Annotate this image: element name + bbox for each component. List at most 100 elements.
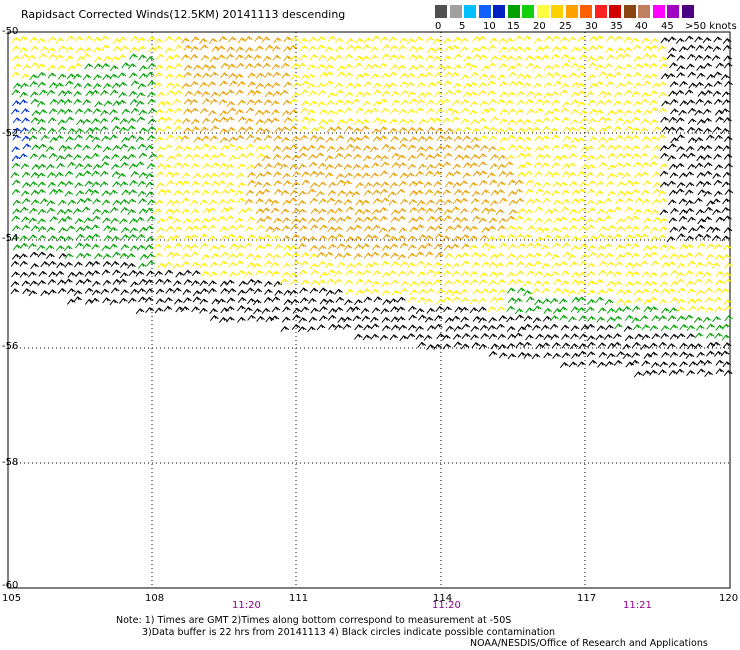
wind-barb xyxy=(137,180,147,187)
wind-barb xyxy=(408,45,418,52)
wind-barb xyxy=(624,206,634,213)
wind-barb xyxy=(435,198,445,205)
wind-barb xyxy=(381,53,391,60)
wind-barb xyxy=(208,280,217,287)
wind-barb xyxy=(308,154,317,161)
wind-barb xyxy=(370,73,380,80)
wind-barb xyxy=(442,144,452,151)
wind-barb xyxy=(225,163,235,170)
wind-barb xyxy=(514,62,523,69)
wind-barb xyxy=(423,181,433,188)
wind-barb xyxy=(704,278,713,285)
wind-barb xyxy=(535,188,545,195)
wind-barb xyxy=(452,235,462,242)
wind-barb xyxy=(389,45,399,52)
wind-barb xyxy=(534,171,543,178)
wind-barb xyxy=(191,270,201,277)
wind-barb xyxy=(109,73,118,80)
wind-barb xyxy=(616,53,625,60)
wind-barb xyxy=(615,171,625,178)
wind-barb xyxy=(390,64,399,71)
wind-barb xyxy=(90,297,100,304)
wind-barb xyxy=(301,80,310,87)
wind-barb xyxy=(398,180,408,187)
wind-barb xyxy=(390,279,399,286)
wind-barb xyxy=(534,270,544,277)
wind-barb xyxy=(552,352,561,359)
wind-barb xyxy=(603,117,613,124)
wind-barb xyxy=(605,287,614,294)
wind-barb xyxy=(560,270,570,277)
wind-barb xyxy=(569,261,579,268)
wind-barb xyxy=(271,306,281,313)
wind-barb xyxy=(173,242,183,249)
wind-barb xyxy=(28,243,37,250)
wind-barb xyxy=(353,224,362,231)
wind-barb xyxy=(551,35,561,42)
wind-barb xyxy=(388,36,398,43)
wind-barb xyxy=(522,146,532,153)
wind-barb xyxy=(679,100,689,107)
wind-barb xyxy=(562,135,572,142)
wind-barb xyxy=(561,62,570,69)
wind-barb xyxy=(480,288,490,295)
wind-barb xyxy=(127,262,136,269)
wind-barb xyxy=(595,296,605,303)
wind-barb xyxy=(92,163,102,170)
wind-barb xyxy=(461,279,471,286)
wind-barb xyxy=(603,215,613,222)
wind-barb xyxy=(559,73,568,80)
wind-barb xyxy=(541,280,551,287)
wind-barb xyxy=(640,98,649,105)
wind-barb xyxy=(523,323,533,330)
wind-barb xyxy=(415,308,425,315)
legend-label: >50 knots xyxy=(685,21,737,32)
wind-barb xyxy=(687,107,697,114)
wind-barb xyxy=(130,80,140,87)
wind-barb xyxy=(110,217,119,224)
wind-barb xyxy=(669,226,679,233)
wind-barb xyxy=(407,154,417,161)
wind-barb xyxy=(20,73,30,80)
wind-barb xyxy=(83,278,92,285)
wind-barb xyxy=(227,233,236,240)
wind-barb xyxy=(182,288,192,295)
wind-barb xyxy=(138,172,148,179)
wind-barb xyxy=(586,199,595,206)
wind-barb xyxy=(157,116,166,123)
wind-barb xyxy=(336,217,345,224)
wind-barb xyxy=(684,35,694,42)
wind-barb xyxy=(190,107,199,114)
wind-barb xyxy=(597,289,606,296)
wind-barb xyxy=(281,271,291,278)
note-line-3: NOAA/NESDIS/Office of Research and Appli… xyxy=(470,638,708,649)
wind-barb xyxy=(433,170,442,177)
wind-barb xyxy=(47,278,57,285)
wind-barb xyxy=(514,279,523,286)
wind-barb xyxy=(173,125,183,132)
wind-barb xyxy=(558,261,568,268)
wind-barb xyxy=(135,308,145,315)
wind-barb xyxy=(272,153,282,160)
wind-barb xyxy=(697,145,706,152)
wind-barb xyxy=(326,208,336,215)
wind-barb xyxy=(310,307,319,314)
lon-label-114: 114 xyxy=(433,593,453,604)
wind-barb xyxy=(128,269,138,276)
wind-barb xyxy=(102,279,112,286)
wind-barb xyxy=(309,134,319,141)
wind-barb xyxy=(37,118,46,125)
wind-barb xyxy=(659,217,669,224)
wind-barb xyxy=(173,153,183,160)
wind-barb xyxy=(37,188,46,195)
wind-barb xyxy=(526,225,536,232)
wind-barb xyxy=(387,226,397,233)
wind-barb xyxy=(382,83,391,90)
wind-barb xyxy=(379,126,388,133)
wind-barb xyxy=(165,107,174,114)
wind-barb xyxy=(414,36,424,43)
wind-barb xyxy=(299,287,308,294)
wind-barb xyxy=(157,100,167,107)
wind-barb xyxy=(181,197,191,204)
wind-barb xyxy=(652,216,662,223)
